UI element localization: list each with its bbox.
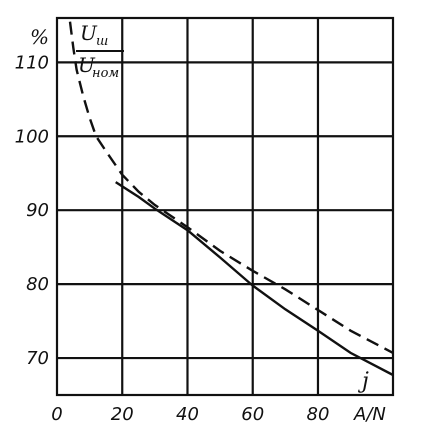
x-tick-label-80: 80	[307, 404, 330, 425]
y-tick-label-110: 110	[15, 52, 49, 73]
solid-curve	[115, 181, 394, 377]
ratio-numerator: U	[80, 21, 98, 45]
y-tick-label-80: 80	[26, 274, 49, 295]
y-tick-label-100: 100	[15, 126, 49, 147]
x-tick-label-40: 40	[176, 404, 199, 425]
ratio-numerator-sub: ш	[96, 34, 108, 49]
ratio-denominator-sub: ном	[92, 66, 119, 81]
dashed-curve	[68, 21, 394, 354]
y-tick-label-90: 90	[26, 200, 49, 221]
x-tick-label-60: 60	[241, 404, 264, 425]
ratio-denominator: U	[78, 53, 96, 77]
y-tick-label-70: 70	[26, 348, 49, 369]
grid	[55, 16, 395, 397]
plot-frame	[55, 16, 395, 397]
x-unit-label: A/N	[353, 404, 386, 425]
y-unit-label: %	[30, 25, 49, 49]
curves	[68, 21, 394, 377]
curve-label: j	[357, 369, 369, 394]
ratio-label: U ш U ном	[76, 21, 124, 81]
tick-labels: 0 20 40 60 80 70 80 90 100 110	[15, 52, 330, 425]
x-tick-label-20: 20	[111, 404, 134, 425]
x-tick-label-0: 0	[51, 404, 62, 425]
